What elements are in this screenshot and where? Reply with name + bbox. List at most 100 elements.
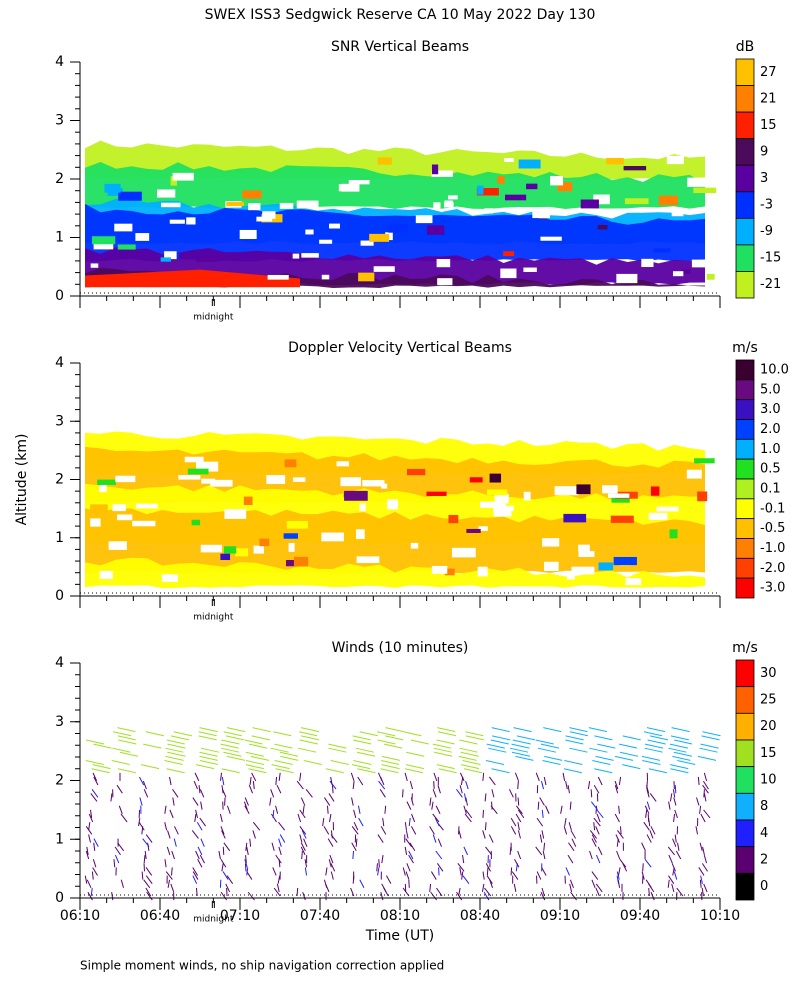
barb-texture xyxy=(94,744,112,748)
field-gap xyxy=(484,208,493,213)
field-gap xyxy=(606,158,624,164)
barb-texture xyxy=(589,728,607,732)
barb-texture xyxy=(619,777,620,785)
barb-texture xyxy=(459,748,477,752)
barb-texture xyxy=(544,777,546,785)
midnight-label: midnight xyxy=(193,613,234,623)
barb-texture xyxy=(174,826,178,834)
barb-texture xyxy=(670,765,688,769)
barb-texture xyxy=(403,789,404,797)
field-gap xyxy=(567,574,575,579)
field-gap xyxy=(437,259,451,267)
field-gap xyxy=(289,543,295,552)
colorbar-label: 10.0 xyxy=(760,362,789,377)
field-gap xyxy=(659,196,678,206)
barb-texture xyxy=(328,839,333,847)
barb-texture xyxy=(117,785,122,793)
barb-texture xyxy=(143,781,146,789)
barb-texture xyxy=(277,884,279,892)
barb-texture xyxy=(570,732,588,736)
barb-texture xyxy=(353,851,354,859)
barb-texture xyxy=(300,810,306,818)
field-gap xyxy=(136,504,158,509)
barb-texture xyxy=(89,822,90,830)
barb-texture xyxy=(221,744,239,748)
barb-texture xyxy=(544,756,562,760)
barb-texture xyxy=(301,736,319,740)
midnight-label: midnight xyxy=(193,915,234,925)
barb-texture xyxy=(86,740,104,744)
barb-texture xyxy=(542,867,547,875)
barb-texture xyxy=(199,785,200,793)
barb-texture xyxy=(353,781,354,789)
colorbar-swatch xyxy=(736,380,754,400)
barb-texture xyxy=(433,744,451,748)
field-gap xyxy=(616,274,637,283)
barb-texture xyxy=(596,756,614,760)
barb-texture xyxy=(704,810,710,818)
field-gap xyxy=(280,203,294,209)
barb-texture xyxy=(407,802,411,810)
barb-texture xyxy=(220,814,222,822)
barb-texture xyxy=(438,785,440,793)
barb-texture xyxy=(411,740,429,744)
barb-texture xyxy=(165,806,166,814)
barb-texture xyxy=(485,847,491,855)
barb-texture xyxy=(353,761,371,765)
colorbar-swatch xyxy=(736,519,754,539)
field-gap xyxy=(524,492,531,501)
barb-texture xyxy=(299,732,317,736)
field-gap xyxy=(598,225,608,229)
barb-texture xyxy=(252,773,256,781)
barb-texture xyxy=(195,773,199,781)
field-gap xyxy=(478,567,488,577)
barb-texture xyxy=(329,793,334,801)
field-gap xyxy=(340,477,361,486)
barb-texture xyxy=(514,728,532,732)
barb-texture xyxy=(669,802,671,810)
barb-texture xyxy=(700,748,718,752)
barb-texture xyxy=(248,892,254,900)
field-gap xyxy=(433,202,440,208)
barb-texture xyxy=(644,732,662,736)
barb-texture xyxy=(270,798,271,806)
y-tick-label: 2 xyxy=(55,773,64,789)
field-gap xyxy=(470,477,483,482)
field-gap xyxy=(654,248,671,252)
barb-texture xyxy=(483,810,484,818)
barb-texture xyxy=(276,806,278,814)
field-gap xyxy=(196,256,217,262)
barb-texture xyxy=(403,867,405,875)
colorbar-unit: m/s xyxy=(732,340,758,356)
barb-texture xyxy=(272,843,274,851)
barb-texture xyxy=(385,806,386,814)
barb-texture xyxy=(89,835,91,843)
barb-texture xyxy=(171,884,174,892)
barb-texture xyxy=(669,855,672,863)
barb-texture xyxy=(459,888,461,896)
barb-texture xyxy=(510,748,528,752)
barb-texture xyxy=(571,830,576,838)
barb-texture xyxy=(117,728,135,732)
barb-texture xyxy=(324,826,329,834)
barb-texture xyxy=(222,769,240,773)
barb-texture xyxy=(406,765,424,769)
field-gap xyxy=(240,230,257,239)
barb-texture xyxy=(674,752,692,756)
field-gap xyxy=(694,458,715,463)
x-tick-label: 10:10 xyxy=(700,908,740,924)
field-gap xyxy=(625,198,649,204)
barb-texture xyxy=(696,826,698,834)
barb-texture xyxy=(459,830,461,838)
barb-texture xyxy=(405,822,406,830)
y-tick-label: 4 xyxy=(55,355,64,371)
barb-texture xyxy=(645,859,651,867)
field-gap xyxy=(188,469,209,475)
colorbar-label: 25 xyxy=(760,693,777,708)
barb-texture xyxy=(405,773,407,781)
colorbar-swatch xyxy=(736,793,754,820)
colorbar-swatch xyxy=(736,660,754,687)
barb-texture xyxy=(386,876,390,884)
barb-texture xyxy=(168,830,171,838)
barb-texture xyxy=(378,835,383,843)
